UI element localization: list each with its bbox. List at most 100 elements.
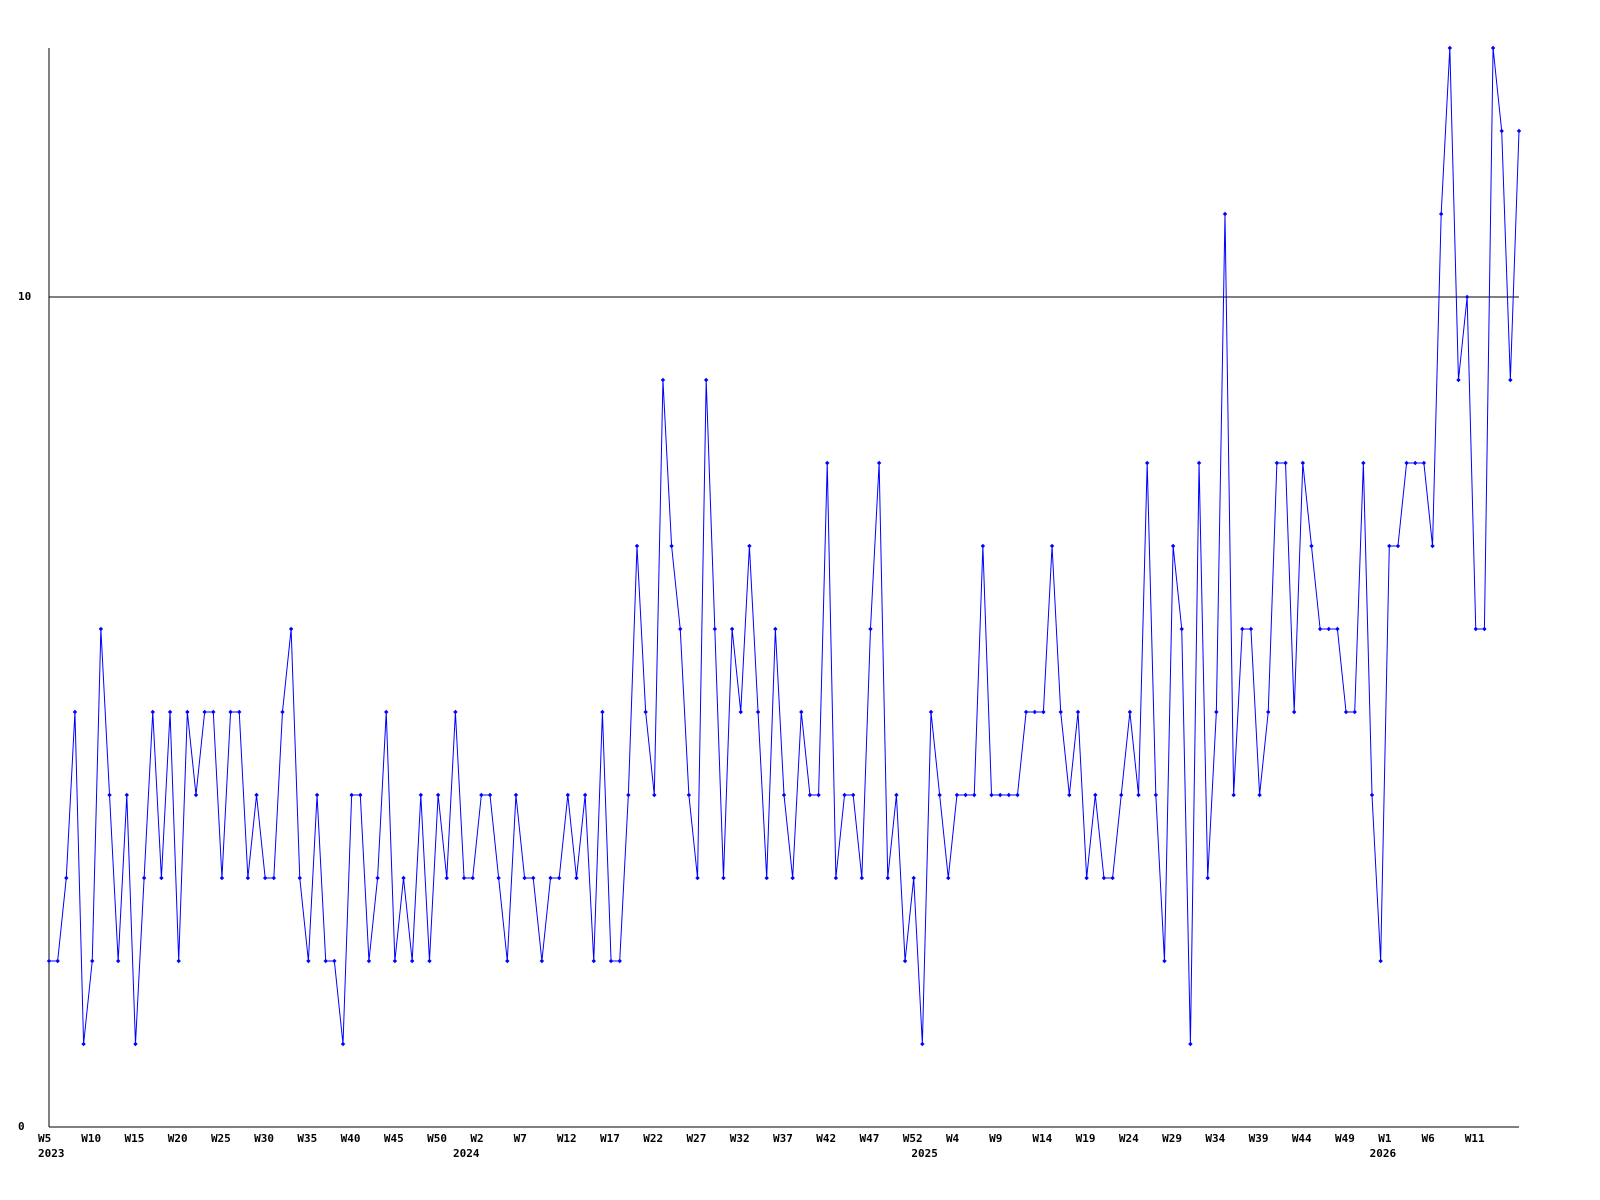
year-label: 2026 <box>1370 1147 1397 1160</box>
data-point <box>306 958 311 964</box>
data-point <box>894 792 899 798</box>
data-point <box>1205 875 1210 881</box>
data-point <box>1006 792 1012 798</box>
data-point <box>409 958 415 964</box>
x-tick-label: W30 <box>254 1132 274 1145</box>
data-point <box>1343 709 1349 715</box>
data-point <box>470 875 475 881</box>
x-tick-label: W40 <box>341 1132 361 1145</box>
data-point <box>193 792 199 798</box>
data-point <box>582 792 588 798</box>
data-point <box>141 875 147 881</box>
data-point <box>1127 709 1133 715</box>
data-point <box>920 1041 925 1047</box>
data-point <box>228 709 233 715</box>
x-tick-label: W6 <box>1422 1132 1436 1145</box>
data-point <box>764 875 769 881</box>
data-point <box>1153 792 1159 798</box>
data-point <box>427 958 432 964</box>
data-point <box>401 875 406 881</box>
data-point <box>1266 709 1271 715</box>
data-point <box>703 377 709 383</box>
data-point <box>444 875 449 881</box>
data-point <box>807 792 813 798</box>
data-point <box>1110 875 1115 881</box>
data-point <box>487 792 493 798</box>
data-point <box>885 875 890 881</box>
data-point <box>902 958 908 964</box>
x-tick-label: W25 <box>211 1132 231 1145</box>
data-point <box>1317 626 1323 632</box>
year-label: 2024 <box>453 1147 480 1160</box>
data-point <box>937 792 942 798</box>
data-point <box>1058 709 1063 715</box>
data-point <box>755 709 761 715</box>
data-point <box>1361 460 1366 466</box>
data-point <box>479 792 484 798</box>
data-point <box>133 1041 138 1047</box>
data-point <box>963 792 968 798</box>
data-point <box>600 709 605 715</box>
data-point <box>946 875 951 881</box>
data-point <box>799 709 804 715</box>
x-tick-label: W9 <box>989 1132 1002 1145</box>
data-point <box>816 792 821 798</box>
data-point <box>997 792 1003 798</box>
data-point <box>1274 460 1280 466</box>
x-tick-label: W39 <box>1249 1132 1269 1145</box>
data-point <box>496 875 501 881</box>
data-point <box>652 792 657 798</box>
data-point <box>1231 792 1236 798</box>
x-tick-label: W19 <box>1076 1132 1096 1145</box>
data-point <box>1049 543 1055 549</box>
x-tick-label: W29 <box>1162 1132 1182 1145</box>
data-point <box>72 709 78 715</box>
data-point <box>1032 709 1037 715</box>
data-point <box>1464 294 1470 300</box>
data-point <box>1482 626 1487 632</box>
data-point <box>781 792 787 798</box>
data-point <box>574 875 579 881</box>
data-point <box>1430 543 1435 549</box>
data-point <box>859 875 865 881</box>
data-point <box>790 875 795 881</box>
data-point <box>980 543 986 549</box>
data-point <box>660 377 666 383</box>
y-tick-label: 10 <box>18 290 31 303</box>
x-tick-label: W2 <box>470 1132 483 1145</box>
data-point <box>1119 792 1124 798</box>
data-point <box>1335 626 1340 632</box>
data-point <box>349 792 354 798</box>
data-point <box>1387 543 1392 549</box>
data-point <box>107 792 112 798</box>
data-point <box>989 792 994 798</box>
data-point <box>288 626 294 632</box>
year-label: 2025 <box>911 1147 938 1160</box>
data-point <box>115 958 121 964</box>
data-point <box>124 792 130 798</box>
data-point <box>1438 211 1444 217</box>
data-point <box>548 875 553 881</box>
data-point <box>1490 45 1496 51</box>
data-point <box>738 709 743 715</box>
x-tick-label: W47 <box>859 1132 879 1145</box>
x-tick-label: W34 <box>1205 1132 1225 1145</box>
data-point <box>842 792 847 798</box>
data-point <box>64 875 69 881</box>
data-point <box>375 875 380 881</box>
data-point <box>1136 792 1141 798</box>
data-point <box>98 626 104 632</box>
x-tick-label: W14 <box>1032 1132 1052 1145</box>
x-tick-label: W20 <box>168 1132 188 1145</box>
data-point <box>1499 128 1504 134</box>
data-point <box>747 543 752 549</box>
data-point <box>1352 709 1357 715</box>
data-point <box>1395 543 1401 549</box>
data-point <box>1023 709 1029 715</box>
x-tick-label: W1 <box>1378 1132 1392 1145</box>
data-point <box>237 709 242 715</box>
data-point <box>358 792 363 798</box>
data-point <box>297 875 302 881</box>
data-point <box>271 875 277 881</box>
